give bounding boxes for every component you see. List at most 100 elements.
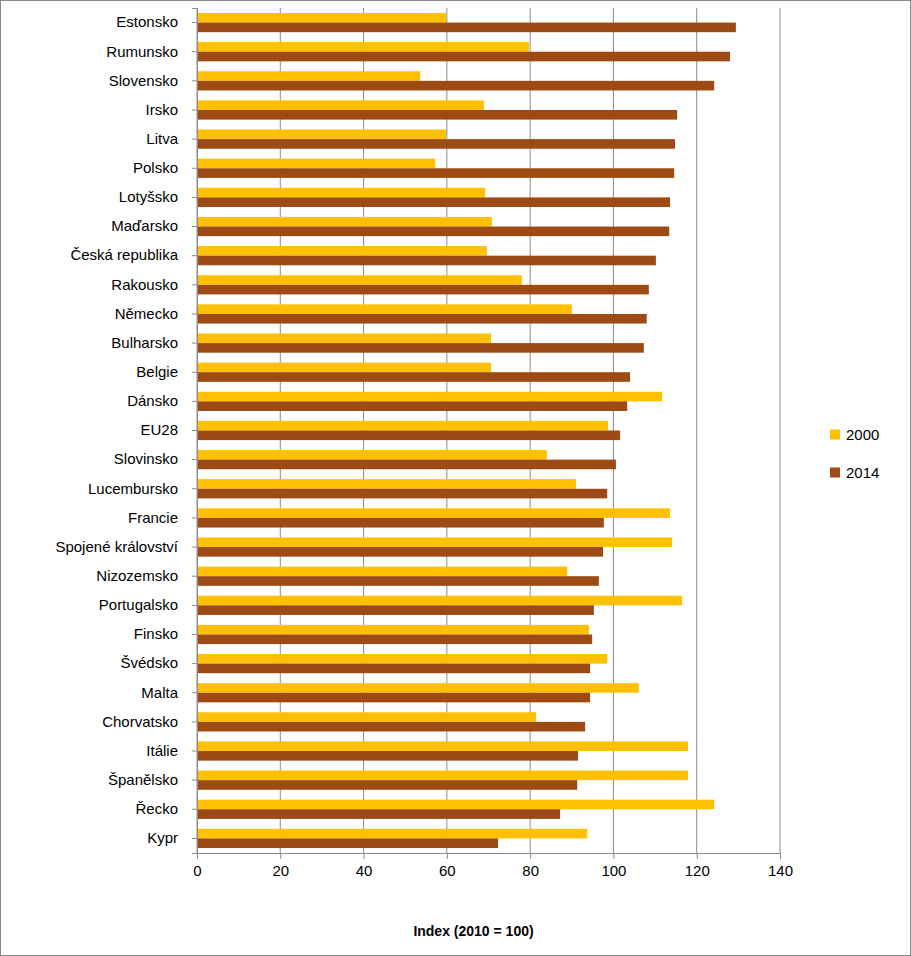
y-tick-mark — [192, 547, 197, 548]
bar — [197, 246, 487, 256]
legend: 2000 2014 — [830, 426, 879, 481]
y-tick: Litva — [146, 130, 197, 147]
y-tick: Francie — [128, 509, 197, 526]
bar — [197, 518, 604, 528]
bars — [197, 13, 736, 848]
y-tick-label: Francie — [128, 509, 178, 526]
y-tick: Maďarsko — [111, 217, 197, 234]
y-tick-mark — [192, 576, 197, 577]
bar — [197, 275, 522, 285]
bar — [197, 110, 677, 120]
x-tick: 60 — [439, 853, 456, 879]
bar — [197, 71, 420, 81]
y-tick-mark — [192, 517, 197, 518]
bar — [197, 780, 577, 790]
y-tick-label: Bulharsko — [111, 334, 178, 351]
bar — [197, 664, 590, 674]
y-tick-label: Irsko — [145, 101, 178, 118]
y-tick-mark — [192, 372, 197, 373]
bar — [197, 139, 675, 149]
y-tick-label: Slovinsko — [114, 450, 178, 467]
x-tick-mark — [780, 853, 781, 859]
bar — [197, 800, 714, 810]
grid — [197, 8, 780, 853]
bar — [197, 809, 560, 819]
y-tick-mark — [192, 343, 197, 344]
y-tick-label: Slovensko — [109, 72, 178, 89]
y-tick-mark — [192, 605, 197, 606]
y-tick-label: Itálie — [146, 742, 178, 759]
y-tick-label: Litva — [146, 130, 178, 147]
y-tick-mark — [192, 634, 197, 635]
legend-label: 2014 — [846, 464, 879, 481]
x-tick-mark — [613, 853, 614, 859]
bar — [197, 431, 620, 441]
bar — [197, 401, 627, 411]
bar — [197, 333, 491, 343]
bar — [197, 712, 536, 722]
bar — [197, 693, 590, 703]
legend-label: 2000 — [846, 426, 879, 443]
y-tick-mark — [192, 80, 197, 81]
chart-frame — [1, 1, 911, 956]
bar — [197, 81, 714, 91]
x-tick-mark — [530, 853, 531, 859]
x-tick-label: 0 — [193, 862, 201, 879]
x-tick-label: 140 — [768, 862, 793, 879]
bar — [197, 363, 491, 373]
y-tick-label: Maďarsko — [111, 217, 178, 234]
x-tick-mark — [280, 853, 281, 859]
y-tick: Belgie — [136, 363, 197, 380]
bar — [197, 683, 639, 693]
y-tick-label: Portugalsko — [99, 596, 178, 613]
y-tick-label: Spojené království — [55, 538, 178, 555]
legend-swatch — [830, 468, 840, 478]
x-tick-mark — [697, 853, 698, 859]
y-tick: Slovinsko — [114, 450, 197, 467]
y-tick-mark — [192, 284, 197, 285]
bar — [197, 168, 674, 178]
y-tick-label: Polsko — [133, 159, 178, 176]
x-tick-label: 80 — [522, 862, 539, 879]
bar — [197, 159, 435, 169]
bar — [197, 771, 688, 781]
bar — [197, 479, 576, 489]
bar — [197, 304, 572, 314]
grid-line — [780, 8, 781, 853]
x-tick-mark — [447, 853, 448, 859]
bar — [197, 285, 649, 295]
bar — [197, 722, 585, 732]
grid-line — [696, 8, 697, 853]
plot: 020406080100120140EstonskoRumunskoSloven… — [55, 8, 793, 879]
y-tick: Řecko — [135, 800, 197, 817]
y-tick: Kypr — [147, 829, 197, 846]
bar — [197, 625, 589, 635]
y-tick: Estonsko — [116, 13, 197, 30]
y-tick-label: Řecko — [135, 800, 178, 817]
y-tick: Rakousko — [111, 276, 197, 293]
x-axis-line — [198, 854, 781, 860]
y-tick-mark — [192, 255, 197, 256]
y-tick: Španělsko — [108, 771, 197, 788]
y-tick: Finsko — [134, 625, 197, 642]
y-tick-label: Dánsko — [127, 392, 178, 409]
y-tick-label: Německo — [115, 305, 178, 322]
y-tick-label: EU28 — [140, 421, 178, 438]
y-tick: Itálie — [146, 742, 197, 759]
bar-series — [197, 13, 714, 838]
bar — [197, 392, 662, 402]
y-tick-mark — [192, 22, 197, 23]
y-tick-label: Estonsko — [116, 13, 178, 30]
y-tick-mark — [192, 168, 197, 169]
y-tick-mark — [192, 139, 197, 140]
y-tick-label: Lucembursko — [88, 480, 178, 497]
y-tick-mark — [192, 109, 197, 110]
y-tick: Rumunsko — [106, 43, 197, 60]
x-tick-label: 100 — [601, 862, 626, 879]
bar — [197, 508, 670, 518]
x-tick: 140 — [768, 853, 793, 879]
bar — [197, 654, 607, 664]
bar — [197, 100, 484, 110]
y-tick-label: Belgie — [136, 363, 178, 380]
y-tick-mark — [192, 459, 197, 460]
